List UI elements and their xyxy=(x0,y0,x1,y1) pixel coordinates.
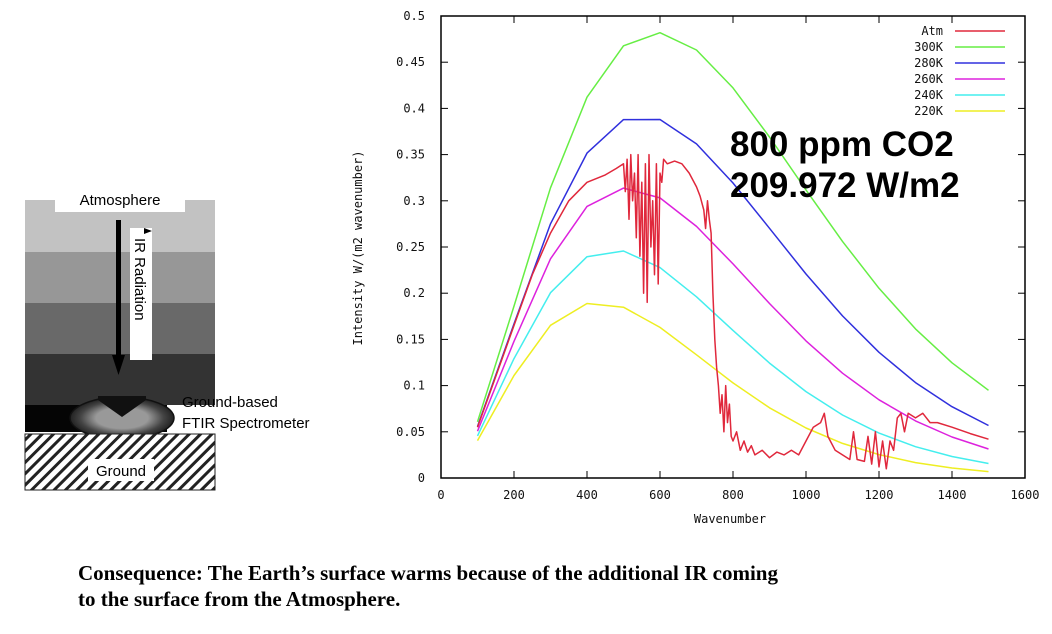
small-arrowhead-icon xyxy=(144,228,152,234)
legend-label: 220K xyxy=(914,104,944,118)
y-tick-label: 0.3 xyxy=(403,194,425,208)
y-tick-label: 0.25 xyxy=(396,240,425,254)
x-tick-label: 800 xyxy=(722,488,744,502)
caption-line-2: to the surface from the Atmosphere. xyxy=(78,587,401,611)
series-line-300k xyxy=(476,31,989,423)
x-tick-label: 0 xyxy=(437,488,444,502)
series-line-220k xyxy=(476,302,989,473)
y-tick-label: 0.4 xyxy=(403,101,425,115)
legend-label: 280K xyxy=(914,56,944,70)
y-tick-label: 0.45 xyxy=(396,55,425,69)
ground-label: Ground xyxy=(96,463,146,480)
legend-label: Atm xyxy=(921,24,943,38)
y-tick-label: 0.5 xyxy=(403,9,425,23)
caption-line-1: Consequence: The Earth’s surface warms b… xyxy=(78,561,778,585)
chart-axes: 0 200 400 600 800 1000 1200 1400 1600 0 0.05 0.1 0.1… xyxy=(396,9,1039,502)
flux-value-label: 209.972 W/m2 xyxy=(730,166,960,205)
x-tick-label: 1200 xyxy=(865,488,894,502)
series-line-240k xyxy=(476,250,989,465)
ground-label-box xyxy=(88,459,154,481)
ftir-diagram: Atmosphere IR Radiation Ground-based FTI… xyxy=(24,192,310,491)
atmosphere-label: Atmosphere xyxy=(80,192,161,209)
legend-label: 300K xyxy=(914,40,944,54)
x-tick-label: 1000 xyxy=(792,488,821,502)
chart-legend: Atm 300K 280K 260K 240K 220K xyxy=(914,24,1005,118)
legend-label: 260K xyxy=(914,72,944,86)
y-tick-label: 0.15 xyxy=(396,332,425,346)
spectrometer-icon xyxy=(69,396,175,440)
ir-arrow-icon xyxy=(112,220,125,375)
y-tick-label: 0 xyxy=(418,471,425,485)
y-axis-label: Intensity W/(m2 wavenumber) xyxy=(351,150,365,345)
legend-label: 240K xyxy=(914,88,944,102)
y-tick-label: 0.1 xyxy=(403,379,425,393)
y-tick-label: 0.35 xyxy=(396,148,425,162)
y-tick-label: 0.05 xyxy=(396,425,425,439)
series-line-260k xyxy=(476,187,989,450)
caption: Consequence: The Earth’s surface warms b… xyxy=(78,560,1038,612)
radiation-label: IR Radiation xyxy=(131,238,148,321)
chart-series xyxy=(476,31,989,473)
series-line-280k xyxy=(476,118,989,427)
instrument-label-line1: Ground-based xyxy=(182,394,278,411)
instrument-label-line2: FTIR Spectrometer xyxy=(182,415,310,432)
y-tick-label: 0.2 xyxy=(403,286,425,300)
series-line-atm xyxy=(476,153,989,470)
x-tick-label: 600 xyxy=(649,488,671,502)
spectrum-chart: 0 200 400 600 800 1000 1200 1400 1600 0 0.05 0.1 0.1… xyxy=(351,9,1039,526)
x-tick-label: 200 xyxy=(503,488,525,502)
x-tick-label: 400 xyxy=(576,488,598,502)
co2-concentration-label: 800 ppm CO2 xyxy=(730,125,954,164)
x-tick-label: 1600 xyxy=(1011,488,1040,502)
x-axis-label: Wavenumber xyxy=(694,512,766,526)
radiation-label-box xyxy=(130,228,152,360)
x-tick-label: 1400 xyxy=(938,488,967,502)
